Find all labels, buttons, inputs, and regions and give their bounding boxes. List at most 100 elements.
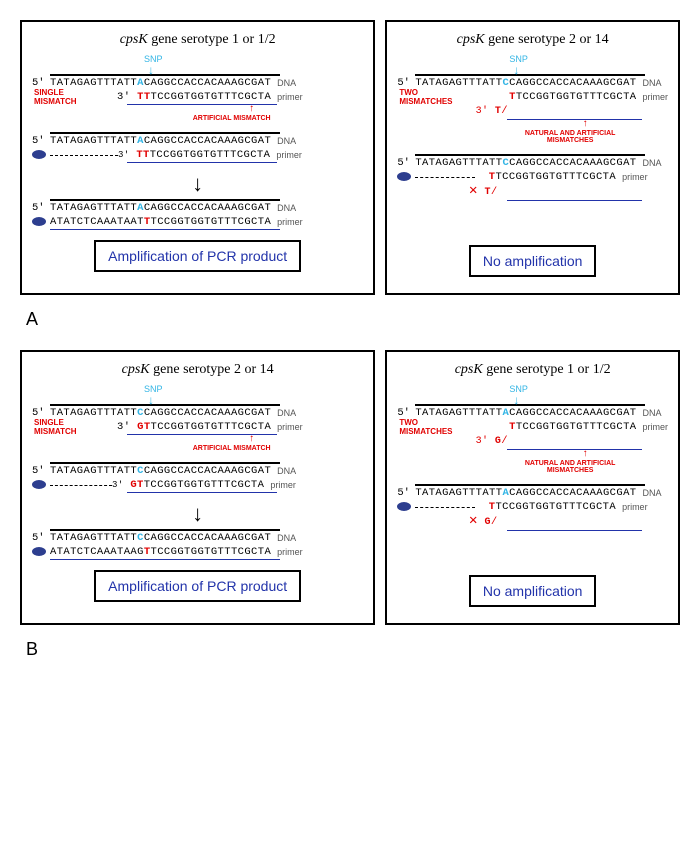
snp-arrow-icon: ↓ bbox=[148, 63, 154, 77]
figure-label-b: B bbox=[26, 639, 680, 660]
dna-sequence: 5' TATAGAGTTTATTACAGGCCACCACAAAGCGAT DNA bbox=[32, 76, 363, 90]
gene-name: cpsK bbox=[120, 32, 148, 47]
primer-sequence: 3' TTTCCGGTGGTGTTTCGCTA primer bbox=[32, 90, 363, 104]
primer-tail: 3' G/ bbox=[397, 434, 668, 449]
extended-product: ATATCTCAAATAAGTTCCGGTGGTGTTTCGCTA primer bbox=[32, 545, 363, 559]
seq-block-1: SINGLE MISMATCH SNP ↓ 5' TATAGAGTTTATTCC… bbox=[32, 384, 363, 452]
panel-title: cpsK gene serotype 1 or 1/2 bbox=[397, 362, 668, 378]
mismatch-arrow-icon: ↑ bbox=[502, 450, 668, 458]
polymerase-icon bbox=[397, 172, 411, 181]
primer-label: primer bbox=[277, 90, 303, 104]
panel-title: cpsK gene serotype 2 or 14 bbox=[32, 362, 363, 378]
dna-label: DNA bbox=[277, 134, 296, 148]
polymerase-icon bbox=[397, 502, 411, 511]
title-rest: gene serotype 2 or 14 bbox=[150, 362, 274, 377]
seq-block-2: 5' TATAGAGTTTATTCCAGGCCACCACAAAGCGAT DNA… bbox=[32, 462, 363, 493]
cross-icon: ✕ bbox=[469, 183, 478, 199]
artificial-mismatch-label: ARTIFICIAL MISMATCH bbox=[100, 445, 363, 452]
primer-underline bbox=[127, 492, 277, 493]
gene-name: cpsK bbox=[455, 362, 483, 377]
primer-tail: 3' T/ bbox=[397, 104, 668, 119]
dna-label: DNA bbox=[277, 406, 296, 420]
dna-sequence: 5' TATAGAGTTTATTACAGGCCACCACAAAGCGAT DNA bbox=[32, 134, 363, 148]
dna-label: DNA bbox=[277, 76, 296, 90]
title-rest: gene serotype 1 or 1/2 bbox=[148, 32, 276, 47]
dna-sequence: 5' TATAGAGTTTATTACAGGCCACCACAAAGCGAT DNA bbox=[397, 486, 668, 500]
figure-label-a: A bbox=[26, 309, 680, 330]
primer-sequence: 3' GTTCCGGTGGTGTTTCGCTA primer bbox=[32, 420, 363, 434]
single-mismatch-label: SINGLE MISMATCH bbox=[34, 418, 77, 436]
dna-label: DNA bbox=[277, 531, 296, 545]
primer-label: primer bbox=[622, 500, 648, 514]
down-arrow-icon: ↓ bbox=[32, 173, 363, 195]
primer-label: primer bbox=[642, 90, 668, 104]
dna-sequence: 5' TATAGAGTTTATTCCAGGCCACCACAAAGCGAT DNA bbox=[397, 156, 668, 170]
seq-block-3: 5' TATAGAGTTTATTACAGGCCACCACAAAGCGAT DNA… bbox=[32, 199, 363, 230]
dna-label: DNA bbox=[642, 156, 661, 170]
result-amplification: Amplification of PCR product bbox=[94, 570, 301, 602]
seq-block-2: 5' TATAGAGTTTATTCCAGGCCACCACAAAGCGAT DNA… bbox=[397, 154, 668, 201]
nat-art-mismatch-label: NATURAL AND ARTIFICIAL MISMATCHES bbox=[472, 130, 668, 144]
dna-sequence: 5' TATAGAGTTTATTCCAGGCCACCACAAAGCGAT DNA bbox=[32, 531, 363, 545]
panel-title: cpsK gene serotype 2 or 14 bbox=[397, 32, 668, 48]
title-rest: gene serotype 1 or 1/2 bbox=[483, 362, 611, 377]
primer-label: primer bbox=[277, 215, 303, 229]
result-no-amplification: No amplification bbox=[469, 245, 597, 277]
mismatch-arrow-icon: ↑ bbox=[140, 105, 363, 113]
polymerase-icon bbox=[32, 480, 46, 489]
two-mismatches-label: TWO MISMATCHES bbox=[399, 88, 452, 106]
primer-label: primer bbox=[276, 148, 302, 162]
primer-label: primer bbox=[622, 170, 648, 184]
primer-failed: TTCCGGTGGTGTTTCGCTA primer bbox=[397, 170, 668, 184]
primer-underline bbox=[507, 530, 642, 531]
dna-label: DNA bbox=[642, 76, 661, 90]
seq-block-3: 5' TATAGAGTTTATTCCAGGCCACCACAAAGCGAT DNA… bbox=[32, 529, 363, 560]
product-underline bbox=[50, 229, 280, 230]
primer-underline bbox=[127, 162, 277, 163]
seq-block-2: 5' TATAGAGTTTATTACAGGCCACCACAAAGCGAT DNA… bbox=[397, 484, 668, 531]
artificial-mismatch-label: ARTIFICIAL MISMATCH bbox=[100, 115, 363, 122]
failed-tail: ✕ G/ bbox=[397, 514, 668, 530]
figure-root: cpsK gene serotype 1 or 1/2 SINGLE MISMA… bbox=[20, 20, 680, 672]
nat-art-mismatch-label: NATURAL AND ARTIFICIAL MISMATCHES bbox=[472, 460, 668, 474]
dna-sequence: 5' TATAGAGTTTATTACAGGCCACCACAAAGCGAT DNA bbox=[32, 201, 363, 215]
seq-block-2: 5' TATAGAGTTTATTACAGGCCACCACAAAGCGAT DNA… bbox=[32, 132, 363, 163]
cross-icon: ✕ bbox=[469, 513, 478, 529]
mismatch-arrow-icon: ↑ bbox=[502, 120, 668, 128]
row-a: cpsK gene serotype 1 or 1/2 SINGLE MISMA… bbox=[20, 20, 680, 295]
dna-label: DNA bbox=[642, 406, 661, 420]
primer-label: primer bbox=[277, 545, 303, 559]
result-amplification: Amplification of PCR product bbox=[94, 240, 301, 272]
primer-label: primer bbox=[642, 420, 668, 434]
panel-a-left: cpsK gene serotype 1 or 1/2 SINGLE MISMA… bbox=[20, 20, 375, 295]
polymerase-icon bbox=[32, 150, 46, 159]
seq-block-1: TWO MISMATCHES SNP ↓ 5' TATAGAGTTTATTCCA… bbox=[397, 54, 668, 144]
primer-extending: 3' GTTCCGGTGGTGTTTCGCTA primer bbox=[32, 478, 363, 492]
polymerase-icon bbox=[32, 547, 46, 556]
panel-b-left: cpsK gene serotype 2 or 14 SINGLE MISMAT… bbox=[20, 350, 375, 625]
down-arrow-icon: ↓ bbox=[32, 503, 363, 525]
primer-label: primer bbox=[277, 420, 303, 434]
dna-label: DNA bbox=[277, 201, 296, 215]
snp-arrow-icon: ↓ bbox=[148, 393, 154, 407]
panel-a-right: cpsK gene serotype 2 or 14 TWO MISMATCHE… bbox=[385, 20, 680, 295]
polymerase-icon bbox=[32, 217, 46, 226]
primer-failed: TTCCGGTGGTGTTTCGCTA primer bbox=[397, 500, 668, 514]
primer-underline bbox=[507, 200, 642, 201]
snp-arrow-icon: ↓ bbox=[513, 393, 519, 407]
panel-b-right: cpsK gene serotype 1 or 1/2 TWO MISMATCH… bbox=[385, 350, 680, 625]
mismatch-arrow-icon: ↑ bbox=[140, 435, 363, 443]
failed-tail: ✕ T/ bbox=[397, 184, 668, 200]
row-b: cpsK gene serotype 2 or 14 SINGLE MISMAT… bbox=[20, 350, 680, 625]
gene-name: cpsK bbox=[122, 362, 150, 377]
dna-label: DNA bbox=[642, 486, 661, 500]
dna-label: DNA bbox=[277, 464, 296, 478]
primer-extending: 3' TTTCCGGTGGTGTTTCGCTA primer bbox=[32, 148, 363, 162]
primer-label: primer bbox=[270, 478, 296, 492]
dna-sequence: 5' TATAGAGTTTATTCCAGGCCACCACAAAGCGAT DNA bbox=[32, 406, 363, 420]
title-rest: gene serotype 2 or 14 bbox=[485, 32, 609, 47]
two-mismatches-label: TWO MISMATCHES bbox=[399, 418, 452, 436]
snp-arrow-icon: ↓ bbox=[513, 63, 519, 77]
seq-block-1: TWO MISMATCHES SNP ↓ 5' TATAGAGTTTATTACA… bbox=[397, 384, 668, 474]
seq-block-1: SINGLE MISMATCH SNP ↓ 5' TATAGAGTTTATTAC… bbox=[32, 54, 363, 122]
